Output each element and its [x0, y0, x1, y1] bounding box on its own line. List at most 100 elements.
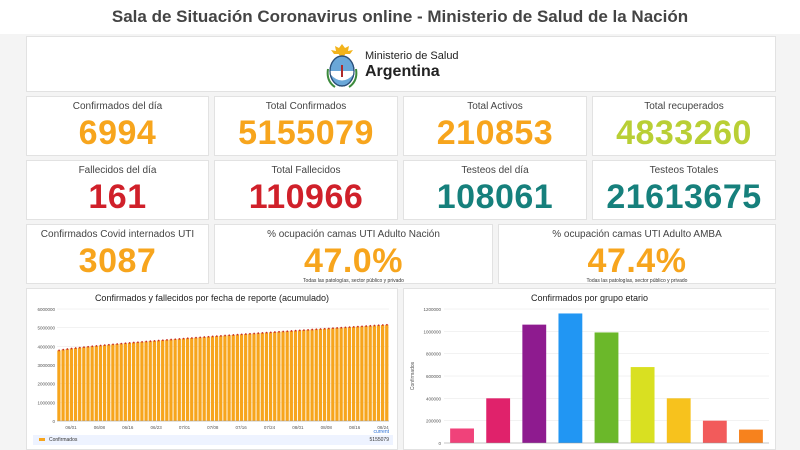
bar	[666, 398, 691, 443]
stat-label: Total Confirmados	[265, 101, 347, 112]
stat-label: Confirmados del día	[72, 101, 163, 112]
point	[95, 345, 98, 347]
point	[112, 343, 114, 346]
point	[199, 336, 202, 339]
point	[373, 324, 376, 327]
point	[170, 338, 173, 341]
bar	[181, 338, 186, 421]
stat-label: Testeos Totales	[649, 165, 719, 176]
bar	[219, 335, 223, 421]
stat-card-total-recuperados: Total recuperados 4833260	[592, 96, 776, 156]
point	[327, 327, 330, 330]
stat-value: 110966	[248, 178, 364, 216]
bar	[65, 349, 69, 421]
stat-label: Total Activos	[467, 101, 523, 112]
point	[290, 330, 293, 332]
y-tick-label: 4000000	[37, 344, 55, 349]
point	[128, 342, 131, 344]
bar	[277, 331, 281, 421]
point	[377, 324, 380, 327]
bar	[78, 347, 82, 421]
chart-title: Confirmados y fallecidos por fecha de re…	[94, 293, 330, 303]
logo-banner: Ministerio de Salud Argentina	[26, 36, 776, 92]
chart-acumulado: 0 1000000 2000000 3000000 4000000 5000000 6000…	[37, 307, 389, 430]
point	[298, 329, 301, 332]
bar	[69, 348, 73, 421]
bar	[82, 347, 86, 421]
bar	[372, 325, 376, 421]
stat-value: 6994	[78, 114, 157, 152]
bar	[264, 332, 269, 421]
bar	[302, 330, 306, 421]
point	[249, 332, 251, 335]
bar	[376, 325, 381, 421]
bar	[57, 350, 61, 421]
point	[365, 325, 368, 327]
bar	[289, 330, 293, 421]
legend-label: Confirmados	[49, 437, 78, 443]
chart-title: Confirmados por grupo etario	[530, 293, 649, 303]
bar	[339, 327, 343, 421]
stat-value: 4833260	[616, 114, 752, 152]
bar	[210, 336, 215, 421]
point	[161, 339, 164, 342]
point	[369, 324, 372, 327]
ministry-logo: Ministerio de Salud Argentina	[325, 41, 459, 89]
point	[228, 334, 231, 337]
point	[207, 335, 210, 338]
bar	[486, 398, 511, 443]
stat-card-total-confirmados: Total Confirmados 5155079	[214, 96, 398, 156]
bar	[327, 328, 331, 421]
bar	[450, 428, 474, 443]
point	[58, 349, 60, 352]
bar	[293, 330, 298, 421]
point	[232, 334, 235, 336]
stat-card-total-activos: Total Activos 210853	[403, 96, 587, 156]
point	[145, 340, 148, 343]
x-tick-label: 07/16	[236, 425, 248, 430]
bar	[169, 339, 173, 421]
bar	[281, 331, 285, 421]
point	[381, 324, 384, 326]
chart-card-acumulado: Confirmados y fallecidos por fecha de re…	[26, 288, 398, 450]
point	[348, 326, 351, 329]
bar	[273, 332, 277, 421]
point	[166, 338, 168, 341]
y-tick-label: 1000000	[37, 400, 55, 405]
bar	[156, 340, 161, 421]
chart-grupo-etario: 0 200000 400000 600000 800000 1000000 1200000 C…	[410, 307, 769, 446]
bar	[223, 335, 227, 421]
bar	[594, 332, 619, 443]
point	[203, 336, 206, 338]
bar	[331, 328, 335, 421]
bar	[558, 313, 583, 443]
point	[74, 347, 77, 349]
point	[62, 348, 65, 351]
bar	[215, 336, 219, 421]
bar	[351, 326, 356, 421]
chart-legend: current Confirmados 5155079	[33, 429, 393, 445]
chart-card-grupo-etario: Confirmados por grupo etario 0 200000 4000…	[403, 288, 776, 450]
point	[137, 341, 139, 344]
point	[261, 332, 264, 334]
point	[132, 341, 135, 344]
bar	[256, 333, 260, 421]
stat-value: 161	[88, 178, 147, 216]
bar	[194, 337, 198, 421]
legend-swatch	[39, 438, 45, 441]
point	[307, 328, 309, 331]
point	[141, 340, 143, 343]
bar	[94, 345, 98, 421]
point	[361, 325, 363, 328]
bar	[107, 344, 111, 421]
point	[253, 332, 256, 335]
point	[103, 344, 106, 347]
bar	[198, 337, 202, 421]
point	[178, 338, 181, 340]
x-tick-label: 07/01	[179, 425, 191, 430]
point	[186, 337, 189, 340]
y-tick-label: 2000000	[37, 382, 55, 387]
stat-label: Total recuperados	[644, 101, 724, 112]
bar	[343, 327, 347, 421]
point	[344, 326, 347, 329]
